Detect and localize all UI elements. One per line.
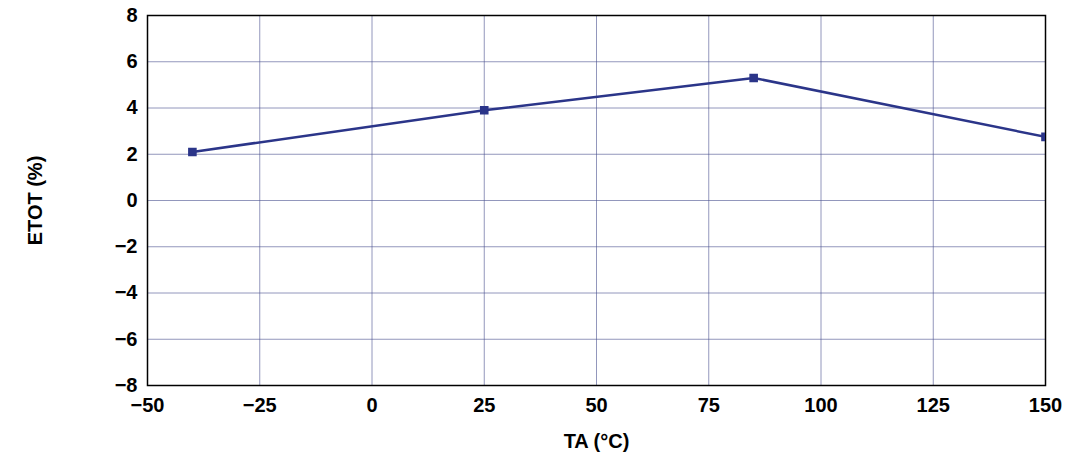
svg-text:TA (°C): TA (°C) <box>564 430 630 452</box>
svg-text:50: 50 <box>585 394 607 416</box>
svg-text:150: 150 <box>1029 394 1062 416</box>
svg-text:ETOT (%): ETOT (%) <box>24 156 46 246</box>
svg-text:−4: −4 <box>115 281 139 303</box>
svg-text:6: 6 <box>126 50 137 72</box>
svg-text:−8: −8 <box>115 374 138 396</box>
svg-text:100: 100 <box>804 394 837 416</box>
svg-text:125: 125 <box>917 394 950 416</box>
svg-text:−25: −25 <box>243 394 277 416</box>
svg-text:25: 25 <box>473 394 495 416</box>
svg-text:8: 8 <box>126 4 137 26</box>
svg-text:0: 0 <box>126 189 137 211</box>
svg-text:2: 2 <box>126 143 137 165</box>
svg-text:4: 4 <box>126 96 138 118</box>
svg-text:0: 0 <box>366 394 377 416</box>
svg-text:−50: −50 <box>131 394 165 416</box>
svg-text:−6: −6 <box>115 328 138 350</box>
svg-text:−2: −2 <box>115 235 138 257</box>
svg-text:75: 75 <box>698 394 720 416</box>
